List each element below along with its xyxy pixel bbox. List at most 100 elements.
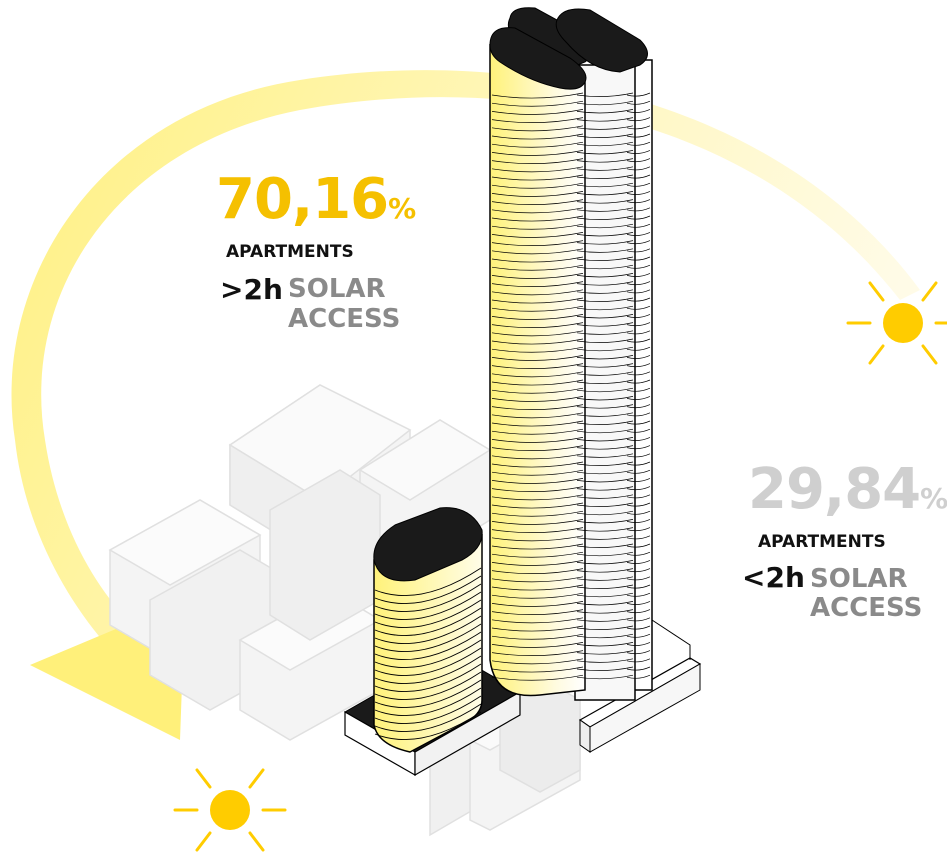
floor-plate-line	[576, 133, 634, 138]
floor-plate-line	[626, 543, 651, 548]
high-access-apartments-label: APARTMENTS	[226, 242, 354, 262]
floor-plate-line	[491, 92, 584, 99]
low-access-apartments-label: APARTMENTS	[758, 532, 886, 552]
floor-plate-line	[491, 371, 584, 378]
floor-plate-line	[491, 125, 584, 132]
floor-plate-line	[491, 232, 584, 238]
low-floor-plate-line	[374, 607, 482, 636]
low-access-hours: <2h	[742, 561, 805, 594]
floor-plate-line	[626, 601, 651, 605]
floor-plate-line	[491, 453, 584, 460]
floor-plate-line	[626, 158, 651, 163]
floor-plate-line	[576, 527, 634, 532]
floor-plate-line	[491, 478, 584, 484]
floor-plate-line	[491, 379, 584, 386]
floor-plate-line	[626, 469, 651, 474]
floor-plate-line	[626, 182, 651, 187]
floor-plate-line	[576, 109, 634, 114]
floor-plate-line	[491, 223, 584, 230]
floor-plate-line	[491, 609, 584, 615]
floor-plate-line	[576, 551, 634, 557]
floor-plate-line	[491, 469, 584, 476]
floor-plate-line	[576, 305, 634, 311]
floor-plate-line	[626, 387, 651, 392]
floor-plate-line	[626, 322, 651, 327]
floor-plate-line	[576, 486, 634, 491]
floor-plate-line	[491, 560, 584, 566]
floor-plate-line	[491, 666, 584, 673]
floor-plate-line	[491, 519, 584, 525]
floor-plate-line	[491, 281, 584, 287]
high-access-percent: %	[388, 192, 417, 225]
floor-plate-line	[626, 207, 651, 212]
floor-plate-line	[626, 592, 651, 597]
floor-plate-line	[576, 396, 634, 401]
sun-icon-evening	[846, 281, 947, 365]
low-floor-plate-line	[374, 655, 482, 684]
floor-plate-line	[491, 420, 584, 427]
floor-plate-line	[626, 535, 651, 540]
floor-plate-line	[576, 273, 634, 278]
floor-plate-line	[491, 109, 584, 115]
floor-plate-line	[576, 412, 634, 417]
floor-plate-line	[626, 650, 651, 655]
floor-plate-line	[626, 240, 651, 245]
floor-plate-line	[576, 371, 634, 376]
floor-plate-line	[576, 453, 634, 458]
floor-plate-line	[576, 264, 634, 270]
floor-plate-line	[576, 117, 634, 122]
floor-plate-line	[626, 568, 651, 573]
floor-plate-line	[576, 568, 634, 573]
floor-plate-line	[626, 109, 651, 113]
floor-plate-line	[626, 453, 651, 458]
floor-plate-line	[626, 174, 651, 179]
floor-plate-line	[491, 625, 584, 632]
floor-plate-line	[491, 240, 584, 246]
floor-plate-line	[626, 674, 651, 679]
floor-plate-line	[626, 363, 651, 368]
low-access-percent: %	[920, 482, 947, 515]
floor-plate-line	[491, 510, 584, 517]
floor-plate-line	[626, 633, 651, 638]
low-floor-plate-line	[374, 711, 482, 740]
floor-plate-line	[491, 273, 584, 279]
floor-plate-line	[626, 404, 651, 409]
floor-plate-line	[626, 379, 651, 384]
floor-plate-line	[491, 330, 584, 337]
floor-plate-line	[491, 182, 584, 189]
floor-plate-line	[576, 166, 634, 171]
floor-plate-line	[626, 223, 651, 228]
floor-plate-line	[576, 191, 634, 196]
floor-plate-line	[576, 650, 634, 655]
floor-plate-line	[491, 576, 584, 583]
floor-plate-line	[576, 100, 634, 106]
floor-plate-line	[576, 658, 634, 663]
floor-plate-line	[491, 543, 584, 550]
floor-plate-line	[576, 625, 634, 630]
floor-plate-line	[576, 592, 634, 598]
floor-plate-line	[491, 404, 584, 410]
floor-plate-line	[626, 486, 651, 491]
floor-plate-line	[626, 519, 651, 523]
floor-plate-line	[626, 215, 651, 220]
floor-plate-line	[626, 502, 651, 507]
floor-plate-line	[626, 666, 651, 671]
low-floor-plate-line	[374, 639, 482, 668]
floor-plate-line	[576, 445, 634, 450]
floor-plate-line	[626, 609, 651, 614]
low-floor-plate-line	[374, 631, 482, 660]
floor-plate-line	[491, 305, 584, 312]
floor-plate-line	[626, 584, 651, 589]
floor-plate-line	[491, 338, 584, 345]
low-floor-plate-line	[374, 687, 482, 716]
floor-plate-line	[491, 642, 584, 648]
floor-plate-line	[626, 281, 651, 286]
floor-plate-line	[491, 428, 584, 435]
floor-plate-line	[576, 584, 634, 589]
floor-plate-line	[576, 174, 634, 179]
floor-plate-line	[576, 125, 634, 130]
low-floor-plate-line	[374, 575, 482, 604]
floor-plate-line	[626, 527, 651, 532]
floor-plate-line	[491, 289, 584, 296]
